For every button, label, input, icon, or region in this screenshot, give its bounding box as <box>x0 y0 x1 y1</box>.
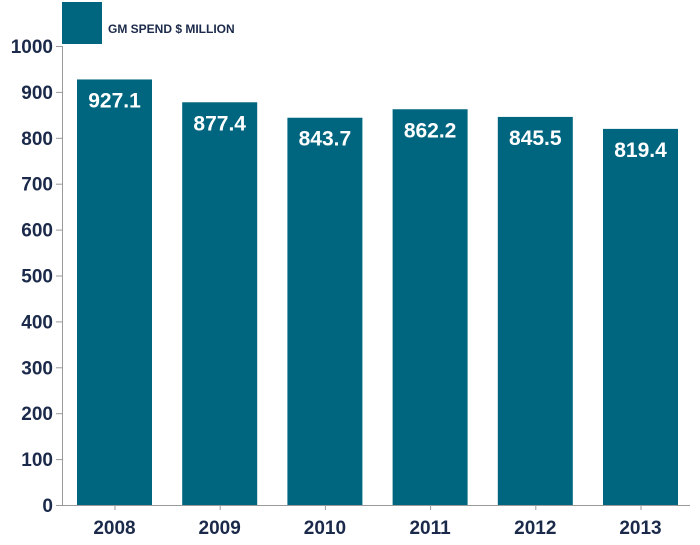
data-label-2013: 819.4 <box>614 139 667 162</box>
legend-label: GM SPEND $ MILLION <box>108 22 235 36</box>
x-tick-label-2013: 2013 <box>619 518 661 539</box>
x-axis: 2008 2009 2010 2011 2012 2013 <box>93 505 662 539</box>
bar-2010 <box>287 117 363 505</box>
y-tick-label: 200 <box>21 404 53 425</box>
y-tick-label: 900 <box>21 83 53 104</box>
data-label-2008: 927.1 <box>88 89 141 112</box>
data-label-2011: 862.2 <box>404 119 457 142</box>
x-tick-label-2011: 2011 <box>409 518 451 539</box>
y-tick-label: 700 <box>21 175 53 196</box>
y-tick-label: 300 <box>21 358 53 379</box>
x-tick-label-2010: 2010 <box>304 518 346 539</box>
bar-2011 <box>392 109 468 506</box>
y-axis: 0 100 200 300 400 500 600 700 800 900 1000 <box>11 37 62 517</box>
bars: 927.1 877.4 843.7 862.2 845.5 819.4 <box>77 79 678 506</box>
y-tick-label: 600 <box>21 221 53 242</box>
y-tick-label: 1000 <box>11 37 53 58</box>
x-tick-label-2008: 2008 <box>93 518 135 539</box>
x-tick-label-2009: 2009 <box>199 518 241 539</box>
legend-swatch <box>62 2 102 44</box>
y-tick-label: 400 <box>21 312 53 333</box>
x-tick-label-2012: 2012 <box>514 518 556 539</box>
bar-2012 <box>497 116 573 505</box>
bar-2013 <box>603 128 678 506</box>
y-tick-label: 500 <box>21 267 53 288</box>
y-tick-label: 800 <box>21 129 53 150</box>
y-tick-label: 100 <box>21 450 53 471</box>
y-tick-label: 0 <box>42 496 53 517</box>
data-label-2010: 843.7 <box>299 128 352 151</box>
bar-2008 <box>77 79 152 506</box>
data-label-2009: 877.4 <box>193 112 246 135</box>
data-label-2012: 845.5 <box>509 127 562 150</box>
bar-2009 <box>182 102 258 505</box>
legend: GM SPEND $ MILLION <box>62 2 235 44</box>
